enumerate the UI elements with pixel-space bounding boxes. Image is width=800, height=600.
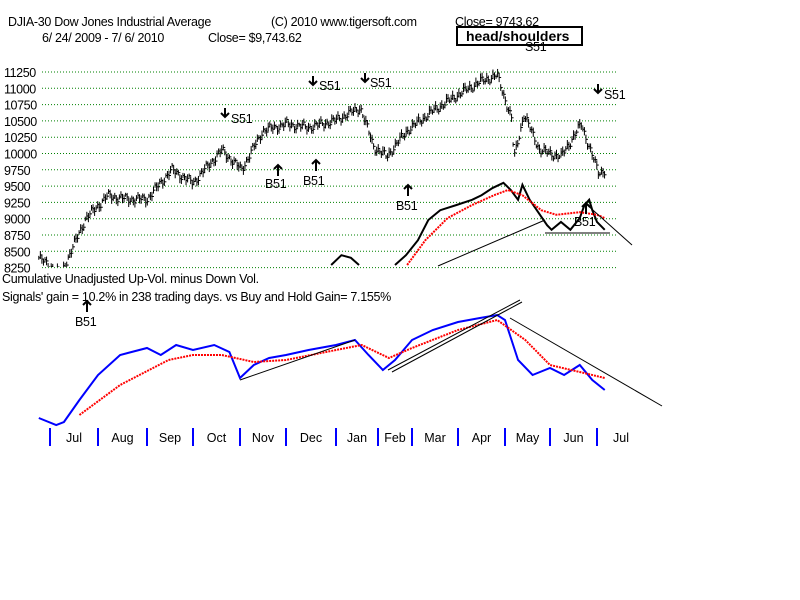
price-bars: [38, 68, 607, 267]
up-arrow-icon: [273, 163, 283, 176]
signal-label: S51: [525, 40, 547, 54]
signal-label: S51: [604, 88, 626, 102]
month-label: May: [516, 431, 540, 445]
signal-label: S51: [231, 112, 253, 126]
y-tick-label: 9000: [4, 213, 31, 227]
signal-label: S51: [319, 79, 341, 93]
y-tick-label: 9250: [4, 196, 31, 210]
close-dollar: Close= $9,743.62: [208, 31, 302, 45]
y-tick-label: 10250: [4, 131, 37, 145]
month-axis: Jul Aug Sep Oct Nov Dec Jan Feb Mar Apr May Jun Jul: [49, 428, 629, 446]
month-label: Mar: [424, 431, 446, 445]
signal-label: B51: [574, 215, 596, 229]
buy-signal: B51: [75, 299, 97, 329]
y-tick-label: 9750: [4, 164, 31, 178]
month-label: Apr: [472, 431, 491, 445]
month-label: Nov: [252, 431, 275, 445]
signal-label: B51: [265, 177, 287, 191]
up-arrow-icon: [311, 158, 321, 171]
close-value: Close= 9743.62: [455, 15, 539, 29]
annotation-box: [456, 26, 583, 46]
y-tick-label: 9500: [4, 180, 31, 194]
sell-signals: S51 S51 S51 S51 S51: [220, 40, 626, 126]
y-tick-label: 8250: [4, 262, 31, 276]
y-tick-label: 8500: [4, 245, 31, 259]
trendline: [239, 339, 356, 381]
chart-title: DJIA-30 Dow Jones Industrial Average: [8, 15, 211, 29]
month-label: Oct: [207, 431, 227, 445]
y-tick-label: 10500: [4, 115, 37, 129]
sell-signal: S51: [525, 40, 547, 54]
y-tick-label: 10750: [4, 99, 37, 113]
overlay-moving-average: [406, 188, 606, 266]
buy-signal: B51: [574, 201, 596, 229]
sell-signal: S51: [360, 73, 392, 90]
signals-gain: Signals' gain = 10.2% in 238 trading day…: [2, 290, 391, 304]
trendline: [584, 202, 633, 246]
month-label: Jul: [613, 431, 629, 445]
down-arrow-icon: [593, 84, 603, 95]
price-grid: [42, 71, 616, 269]
buy-signal: B51: [396, 183, 418, 213]
signal-label: B51: [75, 315, 97, 329]
signal-label: S51: [370, 76, 392, 90]
date-range: 6/ 24/ 2009 - 7/ 6/ 2010: [42, 31, 164, 45]
sell-signal: S51: [220, 108, 253, 126]
copyright: (C) 2010 www.tigersoft.com: [271, 15, 417, 29]
trendline: [509, 317, 663, 407]
indicator-panel: [38, 299, 663, 427]
trendline: [387, 299, 521, 371]
up-arrow-icon: [581, 201, 591, 214]
up-arrow-icon: [82, 299, 92, 312]
buy-signal: B51: [303, 158, 325, 188]
up-arrow-icon: [403, 183, 413, 196]
indicator-moving-average: [78, 318, 605, 416]
annotation-head-shoulders: head/shoulders: [466, 28, 570, 44]
trendline: [391, 301, 523, 373]
y-tick-label: 8750: [4, 229, 31, 243]
overlay-indicator-line: [330, 254, 360, 266]
down-arrow-icon: [308, 76, 318, 87]
month-label: Jun: [563, 431, 583, 445]
month-label: Aug: [111, 431, 133, 445]
trendline: [437, 219, 546, 267]
down-arrow-icon: [220, 108, 230, 119]
month-label: Jan: [347, 431, 367, 445]
sell-signal: S51: [308, 76, 341, 93]
down-arrow-icon: [360, 73, 370, 84]
month-label: Sep: [159, 431, 181, 445]
month-label: Jul: [66, 431, 82, 445]
signal-label: B51: [303, 174, 325, 188]
indicator-line: [38, 313, 606, 427]
buy-signals: B51 B51 B51 B51: [265, 158, 596, 229]
price-axis: 11250 11000 10750 10500 10250 10000 9750 9500 92…: [4, 66, 38, 276]
sell-signal: S51: [593, 84, 626, 102]
month-label: Dec: [300, 431, 322, 445]
indicator-title: Cumulative Unadjusted Up-Vol. minus Down…: [2, 272, 259, 286]
month-label: Feb: [384, 431, 406, 445]
buy-signal: B51: [265, 163, 287, 191]
y-tick-label: 10000: [4, 148, 37, 162]
y-tick-label: 11000: [4, 82, 36, 96]
signal-label: B51: [396, 199, 418, 213]
y-tick-label: 11250: [4, 66, 36, 80]
